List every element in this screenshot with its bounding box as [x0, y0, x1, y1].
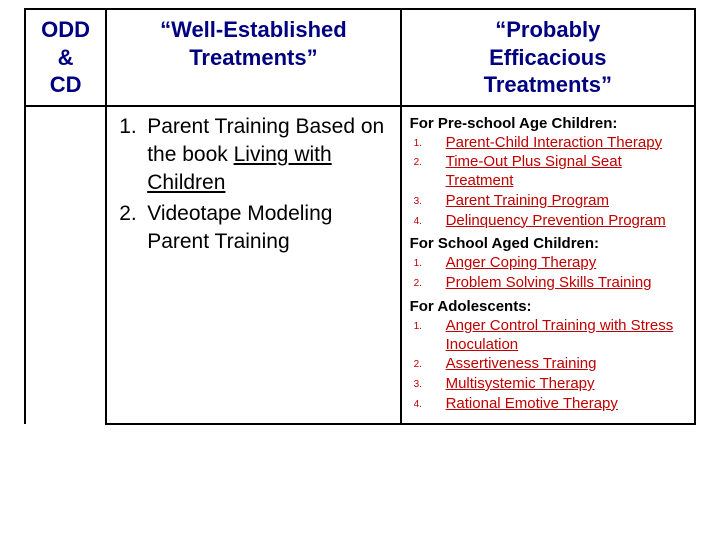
prob-item-number: 4. [410, 212, 446, 231]
prob-section-head: For Pre-school Age Children: [410, 115, 686, 132]
prob-item-text: Time-Out Plus Signal Seat Treatment [446, 153, 686, 191]
prob-list-item: 1.Anger Control Training with Stress Ino… [410, 317, 686, 355]
prob-list-item: 2.Problem Solving Skills Training [410, 274, 686, 293]
row-label-line1: ODD [41, 17, 90, 42]
prob-list-item: 3.Parent Training Program [410, 192, 686, 211]
empty-row-label [25, 106, 106, 424]
well-list-item: 1.Parent Training Based on the book Livi… [119, 113, 391, 198]
well-established-cell: 1.Parent Training Based on the book Livi… [106, 106, 400, 424]
prob-item-text: Problem Solving Skills Training [446, 274, 686, 293]
prob-list-item: 1.Parent-Child Interaction Therapy [410, 134, 686, 153]
prob-item-text: Rational Emotive Therapy [446, 395, 686, 414]
col-header-well: “Well-Established Treatments” [106, 9, 400, 106]
prob-item-number: 1. [410, 134, 446, 153]
prob-item-text: Delinquency Prevention Program [446, 212, 686, 231]
treatments-table: ODD & CD “Well-Established Treatments” “… [24, 8, 696, 425]
prob-section-list: 1.Parent-Child Interaction Therapy2.Time… [410, 134, 686, 234]
prob-item-text: Anger Coping Therapy [446, 254, 686, 273]
prob-item-number: 2. [410, 153, 446, 191]
prob-item-number: 2. [410, 274, 446, 293]
header-row: ODD & CD “Well-Established Treatments” “… [25, 9, 695, 106]
prob-list-item: 1.Anger Coping Therapy [410, 254, 686, 273]
row-label-line2: & [58, 45, 74, 70]
prob-list-item: 4.Rational Emotive Therapy [410, 395, 686, 414]
prob-item-text: Anger Control Training with Stress Inocu… [446, 317, 686, 355]
col-prob-line1: “Probably [495, 17, 600, 42]
probably-efficacious-content: For Pre-school Age Children:1.Parent-Chi… [410, 115, 686, 417]
prob-item-number: 4. [410, 395, 446, 414]
prob-item-number: 3. [410, 192, 446, 211]
well-item-number: 1. [119, 113, 147, 198]
well-item-underline: Living with Children [147, 143, 331, 194]
prob-list-item: 2.Time-Out Plus Signal Seat Treatment [410, 153, 686, 191]
well-item-text: Videotape Modeling Parent Training [147, 200, 391, 257]
body-row: 1.Parent Training Based on the book Livi… [25, 106, 695, 424]
prob-section-list: 1.Anger Control Training with Stress Ino… [410, 317, 686, 417]
well-list-item: 2.Videotape Modeling Parent Training [119, 200, 391, 257]
prob-list-item: 2.Assertiveness Training [410, 355, 686, 374]
prob-item-number: 1. [410, 254, 446, 273]
col-header-prob: “Probably Efficacious Treatments” [401, 9, 695, 106]
prob-item-text: Assertiveness Training [446, 355, 686, 374]
prob-item-number: 2. [410, 355, 446, 374]
prob-section-list: 1.Anger Coping Therapy2.Problem Solving … [410, 254, 686, 296]
prob-item-number: 1. [410, 317, 446, 355]
prob-item-text: Parent-Child Interaction Therapy [446, 134, 686, 153]
probably-efficacious-cell: For Pre-school Age Children:1.Parent-Chi… [401, 106, 695, 424]
col-prob-line2: Efficacious [489, 45, 606, 70]
prob-item-number: 3. [410, 375, 446, 394]
well-item-number: 2. [119, 200, 147, 257]
well-established-list: 1.Parent Training Based on the book Livi… [115, 113, 391, 257]
row-label-header: ODD & CD [25, 9, 106, 106]
row-label-line3: CD [50, 72, 82, 97]
prob-list-item: 3.Multisystemic Therapy [410, 375, 686, 394]
prob-item-text: Parent Training Program [446, 192, 686, 211]
col-prob-line3: Treatments” [484, 72, 612, 97]
prob-section-head: For School Aged Children: [410, 235, 686, 252]
prob-section-head: For Adolescents: [410, 298, 686, 315]
prob-list-item: 4.Delinquency Prevention Program [410, 212, 686, 231]
prob-item-text: Multisystemic Therapy [446, 375, 686, 394]
well-item-text: Parent Training Based on the book Living… [147, 113, 391, 198]
